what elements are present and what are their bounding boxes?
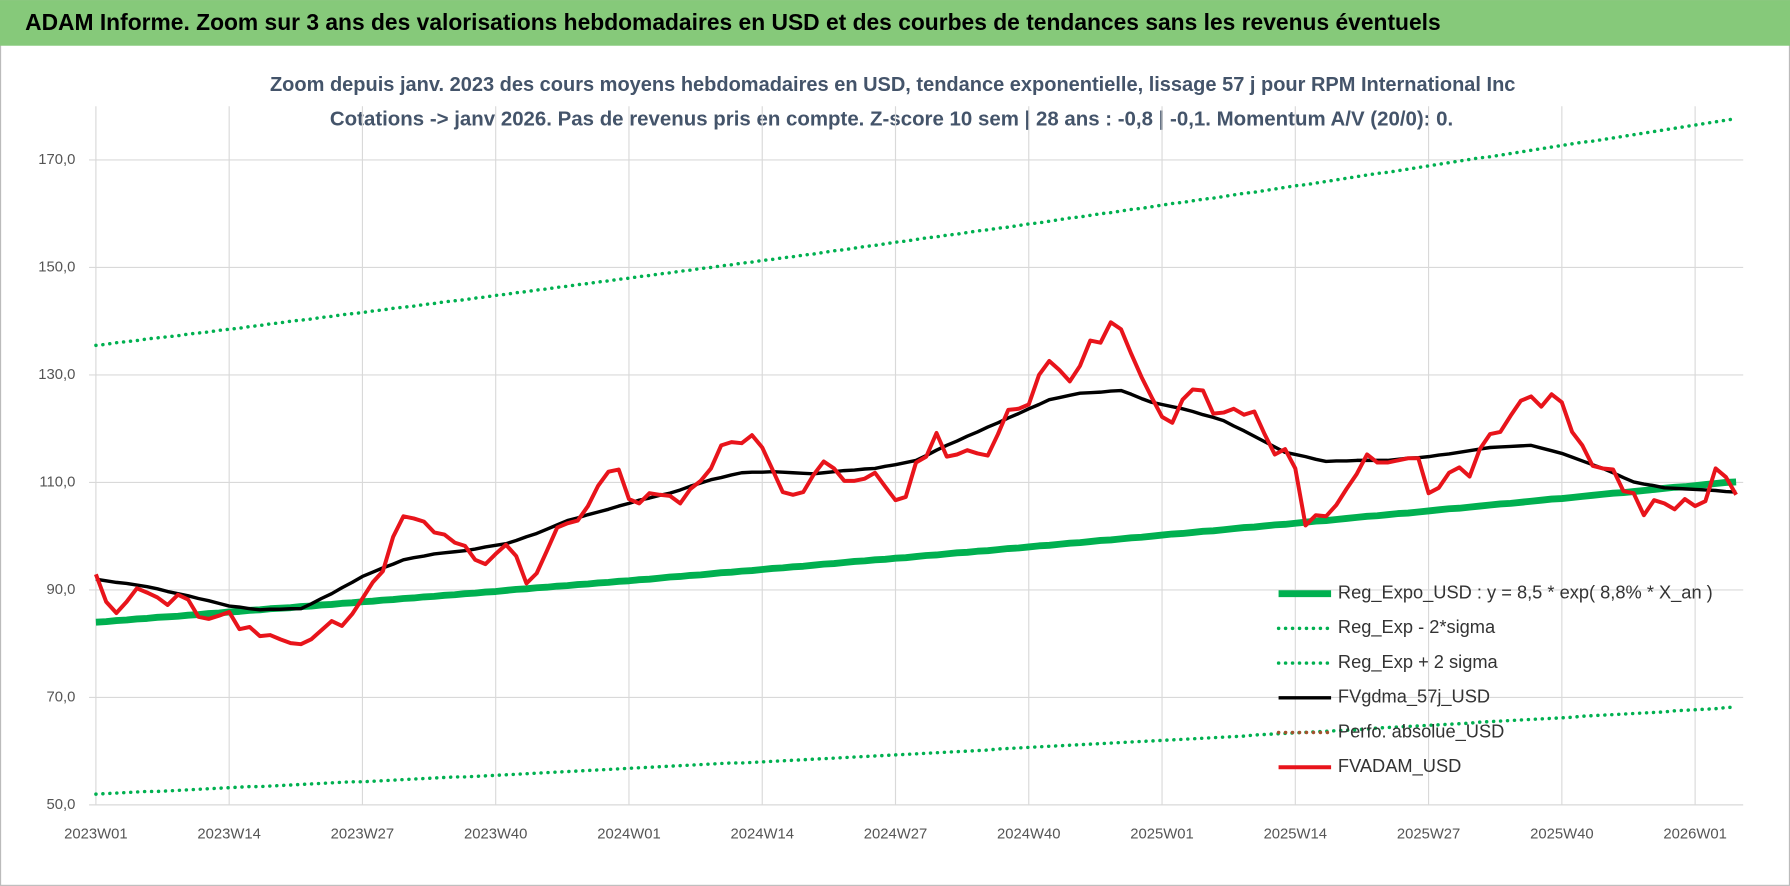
x-tick-label: 2024W14 [730, 826, 793, 842]
legend-label: Reg_Exp + 2 sigma [1338, 651, 1499, 673]
y-tick-label: 170,0 [38, 152, 75, 168]
y-tick-label: 90,0 [46, 582, 75, 598]
x-tick-label: 2023W14 [197, 826, 260, 842]
legend-label: Reg_Exp - 2*sigma [1338, 616, 1496, 638]
x-tick-label: 2024W01 [597, 826, 660, 842]
x-tick-label: 2023W40 [464, 826, 527, 842]
y-tick-label: 70,0 [46, 689, 75, 705]
x-tick-label: 2024W27 [864, 826, 927, 842]
x-tick-label: 2025W27 [1397, 826, 1460, 842]
x-tick-label: 2024W40 [997, 826, 1060, 842]
y-tick-label: 110,0 [39, 474, 75, 490]
series-line [94, 116, 1738, 348]
chart-subtitle: Cotations -> janv 2026. Pas de revenus p… [330, 107, 1453, 130]
x-tick-label: 2025W40 [1530, 826, 1593, 842]
y-tick-label: 150,0 [38, 259, 75, 275]
y-tick-label: 130,0 [38, 367, 75, 383]
y-tick-label: 50,0 [46, 797, 75, 813]
x-tick-label: 2025W01 [1130, 826, 1193, 842]
header-bar [0, 0, 1790, 46]
series-line [94, 705, 1738, 796]
x-tick-label: 2025W14 [1264, 826, 1327, 842]
x-tick-label: 2023W27 [331, 826, 394, 842]
series-line [95, 478, 1737, 626]
chart-title: Zoom depuis janv. 2023 des cours moyens … [270, 73, 1515, 96]
legend-label: Reg_Expo_USD : y = 8,5 * exp( 8,8% * X_a… [1338, 582, 1713, 604]
x-tick-label: 2023W01 [64, 826, 127, 842]
header-title: ADAM Informe. Zoom sur 3 ans des valoris… [25, 9, 1441, 35]
legend-label: FVADAM_USD [1338, 755, 1461, 777]
legend-label: Perfo. absolue_USD [1338, 720, 1504, 742]
series-line [94, 320, 1738, 647]
x-tick-label: 2026W01 [1663, 826, 1726, 842]
legend-label: FVgdma_57j_USD [1338, 686, 1490, 708]
